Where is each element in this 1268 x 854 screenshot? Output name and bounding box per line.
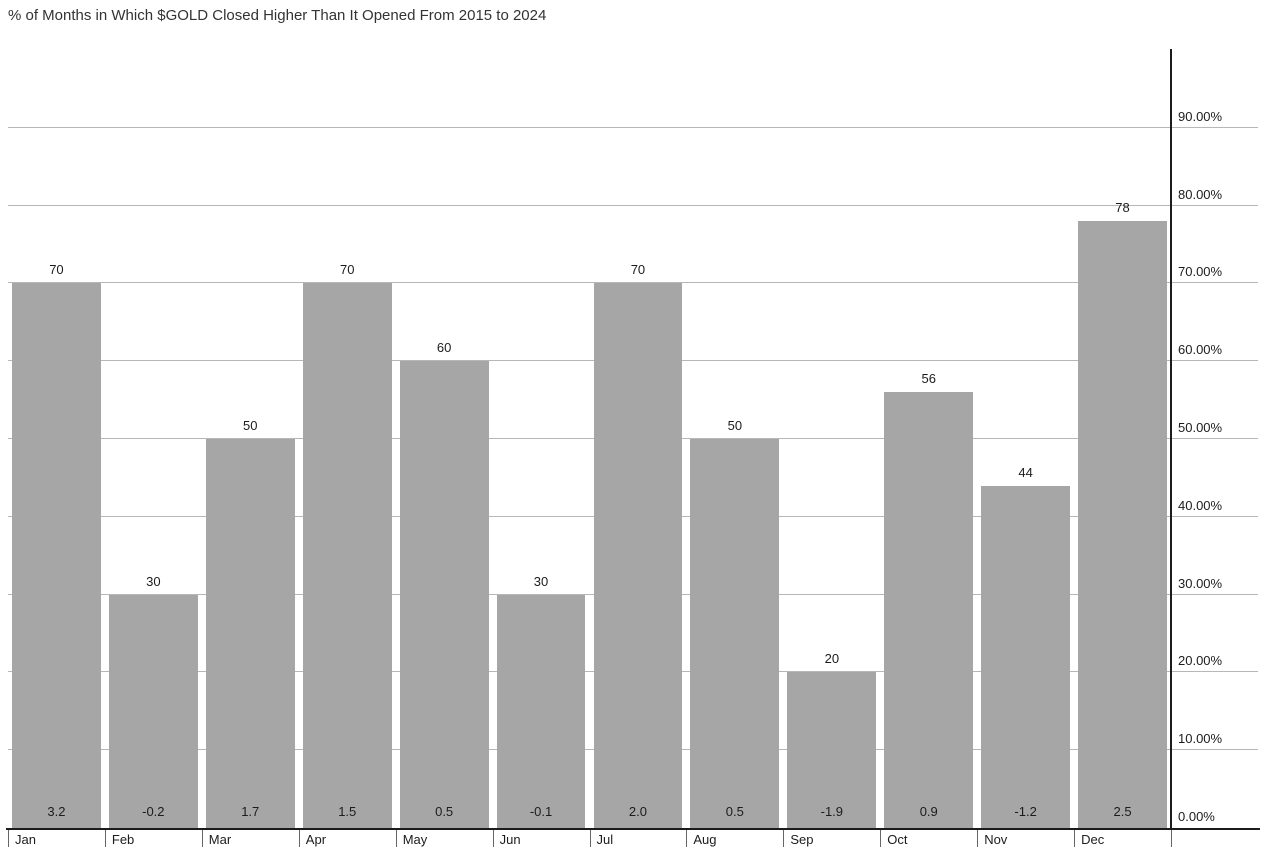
- y-axis-label: 0.00%: [1178, 809, 1215, 824]
- bar-avg-label: -0.2: [142, 804, 165, 819]
- month-label-oct: Oct: [887, 832, 908, 847]
- bar-jan: [12, 283, 101, 828]
- x-axis-tick: [105, 830, 106, 847]
- month-label-nov: Nov: [984, 832, 1008, 847]
- bar-jun: [496, 594, 586, 828]
- x-axis-tick: [783, 830, 784, 847]
- x-axis-line: [6, 828, 1260, 830]
- bar-value-label: 50: [243, 418, 258, 433]
- x-axis-tick: [396, 830, 397, 847]
- month-label-jun: Jun: [499, 832, 521, 847]
- bar-mar: [205, 439, 295, 828]
- x-axis-tick: [590, 830, 591, 847]
- bar-dec: [1078, 221, 1167, 828]
- y-axis-label: 40.00%: [1178, 497, 1223, 513]
- bar-nov: [981, 485, 1071, 828]
- y-axis-label: 90.00%: [1178, 108, 1223, 124]
- bar-avg-label: 0.9: [919, 804, 938, 819]
- y-axis-label: 60.00%: [1178, 342, 1223, 358]
- bar-avg-label: 3.2: [47, 804, 66, 819]
- x-axis-tick: [8, 830, 9, 847]
- bar-oct: [884, 392, 974, 828]
- x-axis-tick: [880, 830, 881, 847]
- gridline: [8, 204, 1258, 206]
- bar-value-label: 44: [1018, 464, 1033, 480]
- bar-value-label: 20: [824, 651, 840, 667]
- month-label-may: May: [402, 832, 428, 847]
- month-label-mar: Mar: [208, 832, 232, 847]
- bar-apr: [302, 283, 392, 828]
- bar-value-label: 70: [49, 262, 64, 278]
- x-axis-tick: [493, 830, 494, 847]
- bar-value-label: 70: [630, 262, 646, 278]
- month-label-jul: Jul: [596, 832, 614, 847]
- bar-sep: [787, 672, 877, 828]
- y-axis-label: 20.00%: [1178, 653, 1223, 669]
- gridline: [8, 126, 1258, 128]
- month-label-dec: Dec: [1081, 832, 1105, 847]
- bar-avg-label: 1.7: [241, 804, 260, 819]
- month-label-apr: Apr: [305, 832, 327, 847]
- bar-avg-label: 0.5: [725, 804, 744, 819]
- x-axis-tick: [977, 830, 978, 847]
- x-axis-tick: [202, 830, 203, 847]
- y-axis-label: 70.00%: [1178, 264, 1223, 280]
- bar-avg-label: -1.9: [820, 804, 844, 819]
- x-axis-tick: [686, 830, 687, 847]
- y-axis-label: 30.00%: [1178, 575, 1223, 591]
- bar-value-label: 30: [146, 573, 161, 589]
- bar-jul: [593, 283, 683, 828]
- month-label-aug: Aug: [693, 832, 717, 847]
- bar-value-label: 78: [1115, 200, 1130, 216]
- bar-avg-label: 1.5: [338, 804, 357, 819]
- bar-may: [399, 361, 489, 828]
- chart-title: % of Months in Which $GOLD Closed Higher…: [8, 7, 547, 24]
- gridline: [8, 282, 1258, 284]
- bar-value-label: 60: [436, 340, 452, 356]
- bar-avg-label: 2.5: [1113, 804, 1132, 819]
- x-axis-tick: [1171, 830, 1172, 847]
- bar-avg-label: 0.5: [435, 804, 454, 819]
- y-axis-line: [1170, 49, 1172, 830]
- bar-aug: [690, 439, 780, 828]
- bar-value-label: 56: [921, 371, 936, 387]
- y-axis-label: 80.00%: [1178, 186, 1223, 202]
- y-axis-label: 50.00%: [1178, 420, 1223, 435]
- bar-value-label: 50: [727, 418, 743, 433]
- bar-value-label: 70: [340, 262, 355, 278]
- x-axis-tick: [1074, 830, 1075, 847]
- bar-avg-label: -0.1: [529, 804, 553, 819]
- month-label-jan: Jan: [15, 832, 36, 847]
- bar-avg-label: -1.2: [1014, 804, 1037, 819]
- month-label-feb: Feb: [111, 832, 135, 847]
- month-label-sep: Sep: [790, 832, 814, 847]
- bar-feb: [108, 594, 198, 828]
- bar-value-label: 30: [533, 573, 549, 589]
- y-axis-label: 10.00%: [1178, 731, 1223, 747]
- x-axis-tick: [299, 830, 300, 847]
- bar-avg-label: 2.0: [628, 804, 647, 819]
